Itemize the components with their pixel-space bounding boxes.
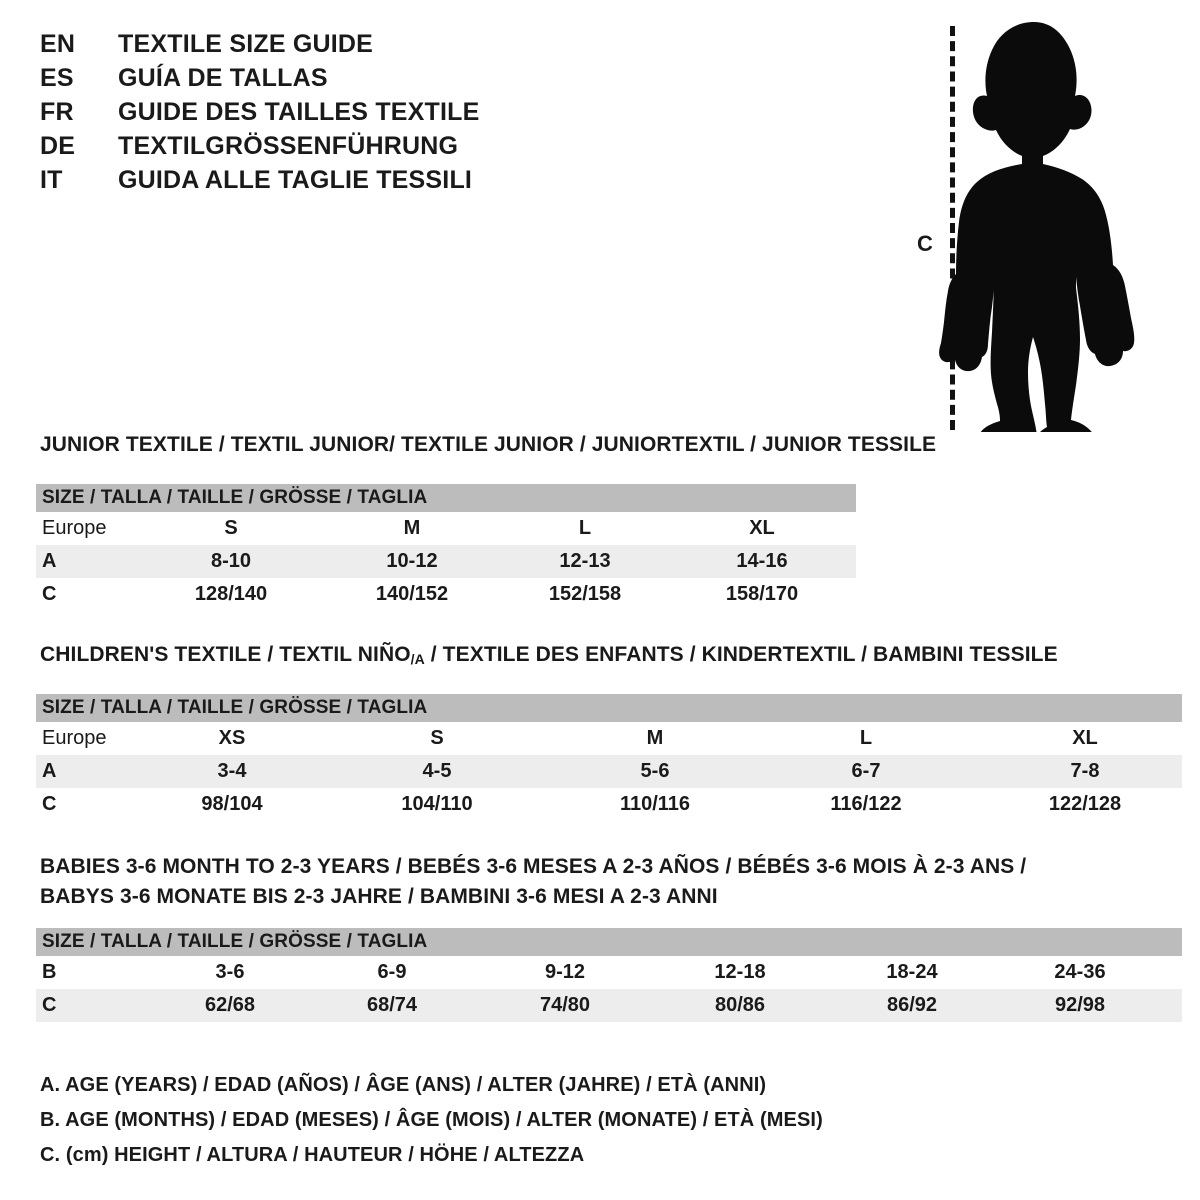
cell: 122/128 xyxy=(1048,793,1122,815)
babies-section-heading-line2: BABYS 3-6 MONATE BIS 2-3 JAHRE / BAMBINI… xyxy=(40,885,718,908)
cell: 12-13 xyxy=(559,550,611,572)
cell: 3-4 xyxy=(217,760,247,782)
cell: 104/110 xyxy=(401,793,473,815)
cell: 116/122 xyxy=(830,793,902,815)
cell: 62/68 xyxy=(204,994,256,1016)
language-title: GUÍA DE TALLAS xyxy=(118,64,328,92)
cell: 3-6 xyxy=(215,961,245,983)
legend-line-b: B. AGE (MONTHS) / EDAD (MESES) / ÂGE (MO… xyxy=(40,1109,823,1131)
row-label-c: C xyxy=(42,994,57,1016)
cell: 6-7 xyxy=(851,760,881,782)
language-code: EN xyxy=(40,30,76,58)
children-size-table: SIZE / TALLA / TAILLE / GRÖSSE / TAGLIA … xyxy=(36,694,1182,821)
language-row-en: EN TEXTILE SIZE GUIDE xyxy=(40,30,600,64)
cell: 80/86 xyxy=(714,994,766,1016)
cell: 8-10 xyxy=(210,550,252,572)
cell: 12-18 xyxy=(714,961,766,983)
height-dashed-line xyxy=(950,26,955,430)
language-code: DE xyxy=(40,132,76,160)
legend-line-c: C. (cm) HEIGHT / ALTURA / HAUTEUR / HÖHE… xyxy=(40,1144,585,1166)
language-code: IT xyxy=(40,166,63,194)
junior-size-bar-label: SIZE / TALLA / TAILLE / GRÖSSE / TAGLIA xyxy=(36,484,856,512)
table-row: B 3-6 6-9 9-12 12-18 18-24 24-36 xyxy=(36,956,1182,989)
children-heading-sub: /A xyxy=(410,651,425,668)
cell: 24-36 xyxy=(1054,961,1106,983)
junior-section-heading: JUNIOR TEXTILE / TEXTIL JUNIOR/ TEXTILE … xyxy=(40,433,937,456)
height-label: C xyxy=(917,231,933,256)
cell: 158/170 xyxy=(725,583,799,605)
cell: 5-6 xyxy=(640,760,670,782)
language-title: TEXTILE SIZE GUIDE xyxy=(118,30,374,58)
table-row: Europe XS S M L XL xyxy=(36,722,1182,755)
cell: 6-9 xyxy=(377,961,407,983)
cell: L xyxy=(859,727,873,749)
cell: M xyxy=(403,517,421,539)
cell: 74/80 xyxy=(539,994,591,1016)
row-label-c: C xyxy=(42,583,57,605)
cell: 10-12 xyxy=(386,550,438,572)
cell: 14-16 xyxy=(736,550,788,572)
babies-size-bar-label: SIZE / TALLA / TAILLE / GRÖSSE / TAGLIA xyxy=(36,928,1182,956)
cell: 68/74 xyxy=(366,994,418,1016)
child-silhouette-icon xyxy=(939,22,1135,432)
row-label-b: B xyxy=(42,961,57,983)
cell: 152/158 xyxy=(548,583,622,605)
cell: 92/98 xyxy=(1054,994,1106,1016)
junior-size-table: SIZE / TALLA / TAILLE / GRÖSSE / TAGLIA … xyxy=(36,484,856,611)
cell: 18-24 xyxy=(886,961,938,983)
children-size-bar-label: SIZE / TALLA / TAILLE / GRÖSSE / TAGLIA xyxy=(36,694,1182,722)
height-measurement-figure: C xyxy=(900,12,1180,432)
table-row: C 128/140 140/152 152/158 158/170 xyxy=(36,578,856,611)
row-label-europe: Europe xyxy=(42,727,107,749)
cell: XL xyxy=(1072,727,1098,749)
legend-line-a: A. AGE (YEARS) / EDAD (AÑOS) / ÂGE (ANS)… xyxy=(40,1074,767,1096)
cell: S xyxy=(224,517,238,539)
row-label-a: A xyxy=(42,550,57,572)
children-heading-pre: CHILDREN'S TEXTILE / TEXTIL NIÑO xyxy=(40,643,411,666)
cell: 7-8 xyxy=(1070,760,1100,782)
row-label-europe: Europe xyxy=(42,517,107,539)
cell: 9-12 xyxy=(544,961,586,983)
children-heading-post: / TEXTILE DES ENFANTS / KINDERTEXTIL / B… xyxy=(424,643,1058,666)
table-row: C 62/68 68/74 74/80 80/86 86/92 92/98 xyxy=(36,989,1182,1022)
language-row-es: ES GUÍA DE TALLAS xyxy=(40,64,600,98)
cell: 86/92 xyxy=(886,994,938,1016)
cell: XS xyxy=(218,727,246,749)
children-section-heading: CHILDREN'S TEXTILE / TEXTIL NIÑO/A / TEX… xyxy=(40,643,1058,667)
cell: L xyxy=(578,517,592,539)
row-label-a: A xyxy=(42,760,57,782)
legend-block: A. AGE (YEARS) / EDAD (AÑOS) / ÂGE (ANS)… xyxy=(40,1068,940,1173)
cell: M xyxy=(646,727,664,749)
language-title: GUIDE DES TAILLES TEXTILE xyxy=(118,98,480,126)
cell: 98/104 xyxy=(201,793,263,815)
table-row: A 8-10 10-12 12-13 14-16 xyxy=(36,545,856,578)
language-title: GUIDA ALLE TAGLIE TESSILI xyxy=(118,166,473,194)
language-row-de: DE TEXTILGRÖSSENFÜHRUNG xyxy=(40,132,600,166)
language-row-it: IT GUIDA ALLE TAGLIE TESSILI xyxy=(40,166,600,200)
language-title: TEXTILGRÖSSENFÜHRUNG xyxy=(118,132,459,160)
language-code: FR xyxy=(40,98,74,126)
table-row: C 98/104 104/110 110/116 116/122 122/128 xyxy=(36,788,1182,821)
row-label-c: C xyxy=(42,793,57,815)
cell: XL xyxy=(749,517,775,539)
language-row-fr: FR GUIDE DES TAILLES TEXTILE xyxy=(40,98,600,132)
cell: 110/116 xyxy=(619,793,691,815)
cell: 4-5 xyxy=(422,760,452,782)
babies-size-table: SIZE / TALLA / TAILLE / GRÖSSE / TAGLIA … xyxy=(36,928,1182,1022)
table-row: A 3-4 4-5 5-6 6-7 7-8 xyxy=(36,755,1182,788)
language-code: ES xyxy=(40,64,74,92)
babies-section-heading-line1: BABIES 3-6 MONTH TO 2-3 YEARS / BEBÉS 3-… xyxy=(40,855,1027,878)
table-row: Europe S M L XL xyxy=(36,512,856,545)
cell: S xyxy=(430,727,444,749)
cell: 128/140 xyxy=(194,583,268,605)
cell: 140/152 xyxy=(375,583,449,605)
language-header-block: EN TEXTILE SIZE GUIDE ES GUÍA DE TALLAS … xyxy=(40,30,600,200)
